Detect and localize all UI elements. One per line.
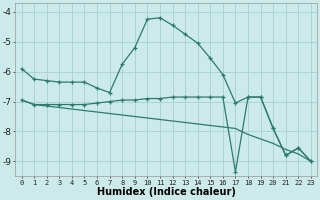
- X-axis label: Humidex (Indice chaleur): Humidex (Indice chaleur): [97, 187, 236, 197]
